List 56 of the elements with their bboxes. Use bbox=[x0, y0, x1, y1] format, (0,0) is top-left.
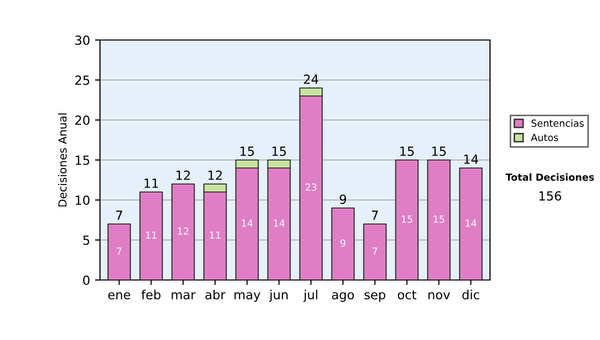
y-tick-label: 10 bbox=[76, 195, 90, 205]
bar bbox=[395, 159, 419, 280]
total-label: 24 bbox=[304, 74, 318, 84]
data-label: 15 bbox=[434, 216, 444, 223]
x-tick-label: feb bbox=[141, 290, 160, 300]
y-tick-label: 25 bbox=[75, 75, 90, 85]
bar bbox=[331, 207, 355, 280]
x-tick-label: may bbox=[234, 292, 260, 302]
text: Total Decisiones bbox=[506, 173, 594, 181]
bar bbox=[107, 223, 131, 280]
bar bbox=[363, 223, 387, 280]
total-label: 7 bbox=[116, 210, 122, 220]
x-tick-label: oct bbox=[398, 290, 416, 300]
data-label: 23 bbox=[306, 183, 316, 191]
x-tick-label: ene bbox=[108, 292, 130, 300]
total-label: 14 bbox=[464, 154, 478, 164]
y-tick-label: 20 bbox=[75, 115, 90, 125]
total-label: 12 bbox=[208, 170, 222, 180]
data-label: 14 bbox=[242, 220, 253, 227]
data-label: 7 bbox=[116, 248, 122, 255]
total-label: 15 bbox=[432, 146, 446, 156]
data-label: 9 bbox=[340, 239, 346, 247]
data-label: 15 bbox=[402, 216, 412, 223]
y-tick-label: 15 bbox=[76, 156, 90, 165]
bar bbox=[427, 159, 451, 280]
text: 156 bbox=[539, 191, 562, 201]
bar bbox=[139, 191, 163, 280]
legend-label: Autos bbox=[530, 134, 558, 142]
total-label: 7 bbox=[372, 210, 378, 220]
y-axis-title: Decisiones Anual bbox=[58, 114, 67, 206]
data-label: 14 bbox=[466, 220, 476, 227]
x-tick-label: jul bbox=[303, 290, 318, 302]
total-label: 15 bbox=[400, 146, 414, 156]
y-tick-label: 0 bbox=[83, 275, 90, 285]
data-label: 11 bbox=[210, 232, 220, 239]
x-tick-label: jun bbox=[269, 290, 288, 302]
data-label: 14 bbox=[274, 220, 285, 227]
bar bbox=[459, 167, 483, 280]
data-label: 12 bbox=[178, 227, 188, 235]
data-label: 11 bbox=[146, 232, 156, 239]
total-label: 15 bbox=[240, 146, 254, 156]
x-tick-label: abr bbox=[205, 290, 226, 300]
total-label: 9 bbox=[340, 194, 346, 204]
total-label: 15 bbox=[272, 146, 286, 156]
total-label: 11 bbox=[144, 178, 158, 188]
x-tick-label: sep bbox=[364, 292, 386, 302]
legend-label: Sentencias bbox=[532, 119, 584, 127]
x-tick-label: ago bbox=[332, 292, 354, 302]
y-tick-label: 5 bbox=[83, 236, 90, 245]
x-tick-label: mar bbox=[172, 292, 196, 300]
x-tick-label: nov bbox=[428, 292, 450, 300]
data-label: 7 bbox=[372, 248, 378, 255]
total-label: 12 bbox=[176, 170, 190, 180]
y-tick-label: 30 bbox=[75, 35, 90, 45]
bar bbox=[171, 183, 195, 280]
x-tick-label: dic bbox=[462, 290, 480, 300]
